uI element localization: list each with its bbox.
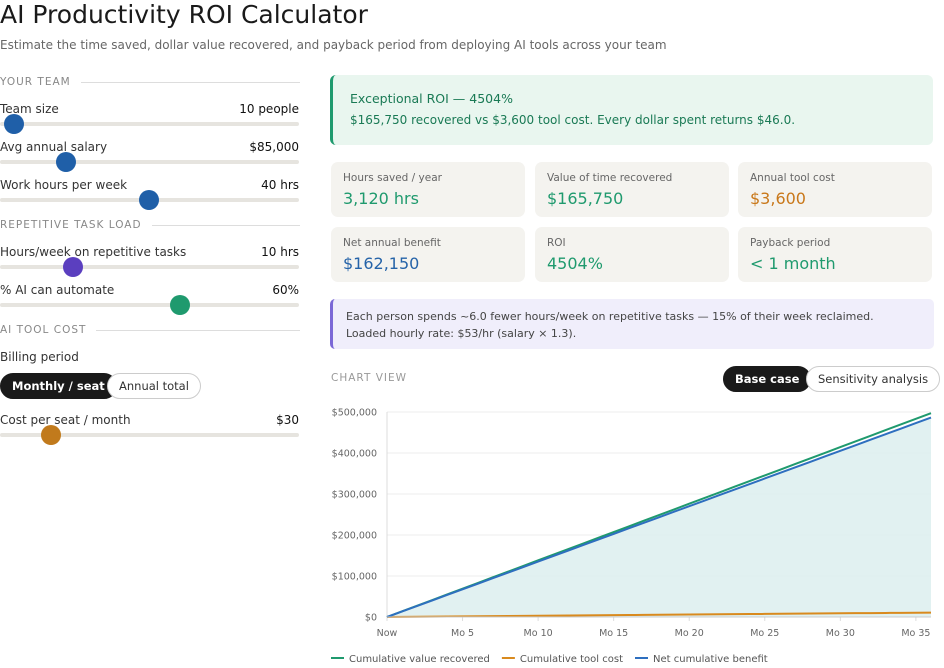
note-text: Each person spends ~6.0 fewer hours/week… (346, 310, 874, 340)
x-tick-label: Now (377, 628, 398, 639)
field-value: $85,000 (249, 140, 299, 154)
metric-card: ROI 4504% (535, 227, 729, 282)
section-heading: AI TOOL COST (0, 324, 300, 336)
field-value: 40 hrs (261, 178, 299, 192)
slider-thumb[interactable] (63, 257, 83, 277)
y-tick-label: $300,000 (332, 490, 377, 501)
metric-label: ROI (547, 237, 566, 249)
field-label: % AI can automate (0, 283, 115, 297)
metric-card: Annual tool cost $3,600 (738, 162, 932, 217)
x-tick-label: Mo 30 (826, 628, 855, 639)
metric-value: $165,750 (547, 189, 624, 208)
y-tick-label: $500,000 (332, 408, 377, 419)
metric-card: Hours saved / year 3,120 hrs (331, 162, 525, 217)
metric-card: Value of time recovered $165,750 (535, 162, 729, 217)
slider-track[interactable] (0, 160, 299, 164)
metric-value: $3,600 (750, 189, 806, 208)
y-tick-label: $400,000 (332, 449, 377, 460)
metric-label: Payback period (750, 237, 831, 249)
tab-button[interactable]: Sensitivity analysis (806, 366, 941, 392)
banner-title: Exceptional ROI — 4504% (350, 91, 513, 106)
slider-track[interactable] (0, 433, 299, 437)
field-label: Avg annual salary (0, 140, 108, 154)
x-tick-label: Mo 35 (901, 628, 930, 639)
legend-label: Cumulative value recovered (349, 654, 490, 665)
toggle-button[interactable]: Monthly / seat (0, 373, 117, 399)
field-value: 10 people (239, 102, 299, 116)
series-line (386, 611, 932, 618)
x-tick-label: Mo 15 (599, 628, 628, 639)
roi-banner: Exceptional ROI — 4504% $165,750 recover… (330, 75, 933, 145)
x-tick-label: Mo 5 (451, 628, 474, 639)
legend-label: Cumulative tool cost (520, 654, 623, 665)
field-value: 60% (272, 283, 299, 297)
x-tick-label: Mo 10 (524, 628, 553, 639)
info-note: Each person spends ~6.0 fewer hours/week… (330, 299, 934, 349)
section-heading: REPETITIVE TASK LOAD (0, 219, 300, 231)
slider-track[interactable] (0, 122, 299, 126)
metric-value: $162,150 (343, 254, 420, 273)
x-tick-label: Mo 20 (675, 628, 704, 639)
metric-value: 3,120 hrs (343, 189, 419, 208)
metric-label: Annual tool cost (750, 172, 835, 184)
x-tick-label: Mo 25 (750, 628, 779, 639)
field-label: Cost per seat / month (0, 413, 131, 427)
metric-card: Net annual benefit $162,150 (331, 227, 525, 282)
field-label: Hours/week on repetitive tasks (0, 245, 187, 259)
slider-thumb[interactable] (4, 114, 24, 134)
page-title: AI Productivity ROI Calculator (0, 0, 368, 29)
field-label: Billing period (0, 350, 79, 364)
slider-track[interactable] (0, 303, 299, 307)
series-line (386, 416, 932, 618)
metric-label: Net annual benefit (343, 237, 441, 249)
banner-text: $165,750 recovered vs $3,600 tool cost. … (350, 113, 796, 127)
toggle-button[interactable]: Annual total (107, 373, 201, 399)
metric-label: Hours saved / year (343, 172, 442, 184)
field-value: 10 hrs (261, 245, 299, 259)
section-heading: YOUR TEAM (0, 76, 300, 88)
legend-label: Net cumulative benefit (653, 654, 768, 665)
slider-thumb[interactable] (170, 295, 190, 315)
y-tick-label: $100,000 (332, 572, 377, 583)
tab-button[interactable]: Base case (723, 366, 812, 392)
field-label: Work hours per week (0, 178, 128, 192)
metric-value: < 1 month (750, 254, 836, 273)
slider-thumb[interactable] (56, 152, 76, 172)
chart: $0 $100,000 $200,000 $300,000 $400,000 $500,0… (331, 408, 932, 665)
page-subtitle: Estimate the time saved, dollar value re… (0, 38, 667, 52)
chart-title: CHART VIEW (331, 372, 407, 384)
metric-value: 4504% (547, 254, 603, 273)
y-tick-label: $0 (365, 613, 377, 624)
metric-label: Value of time recovered (547, 172, 673, 184)
y-tick-label: $200,000 (332, 531, 377, 542)
slider-track[interactable] (0, 265, 299, 269)
slider-thumb[interactable] (41, 425, 61, 445)
metric-card: Payback period < 1 month (738, 227, 932, 282)
field-label: Team size (0, 102, 59, 116)
field-value: $30 (276, 413, 299, 427)
slider-thumb[interactable] (139, 190, 159, 210)
